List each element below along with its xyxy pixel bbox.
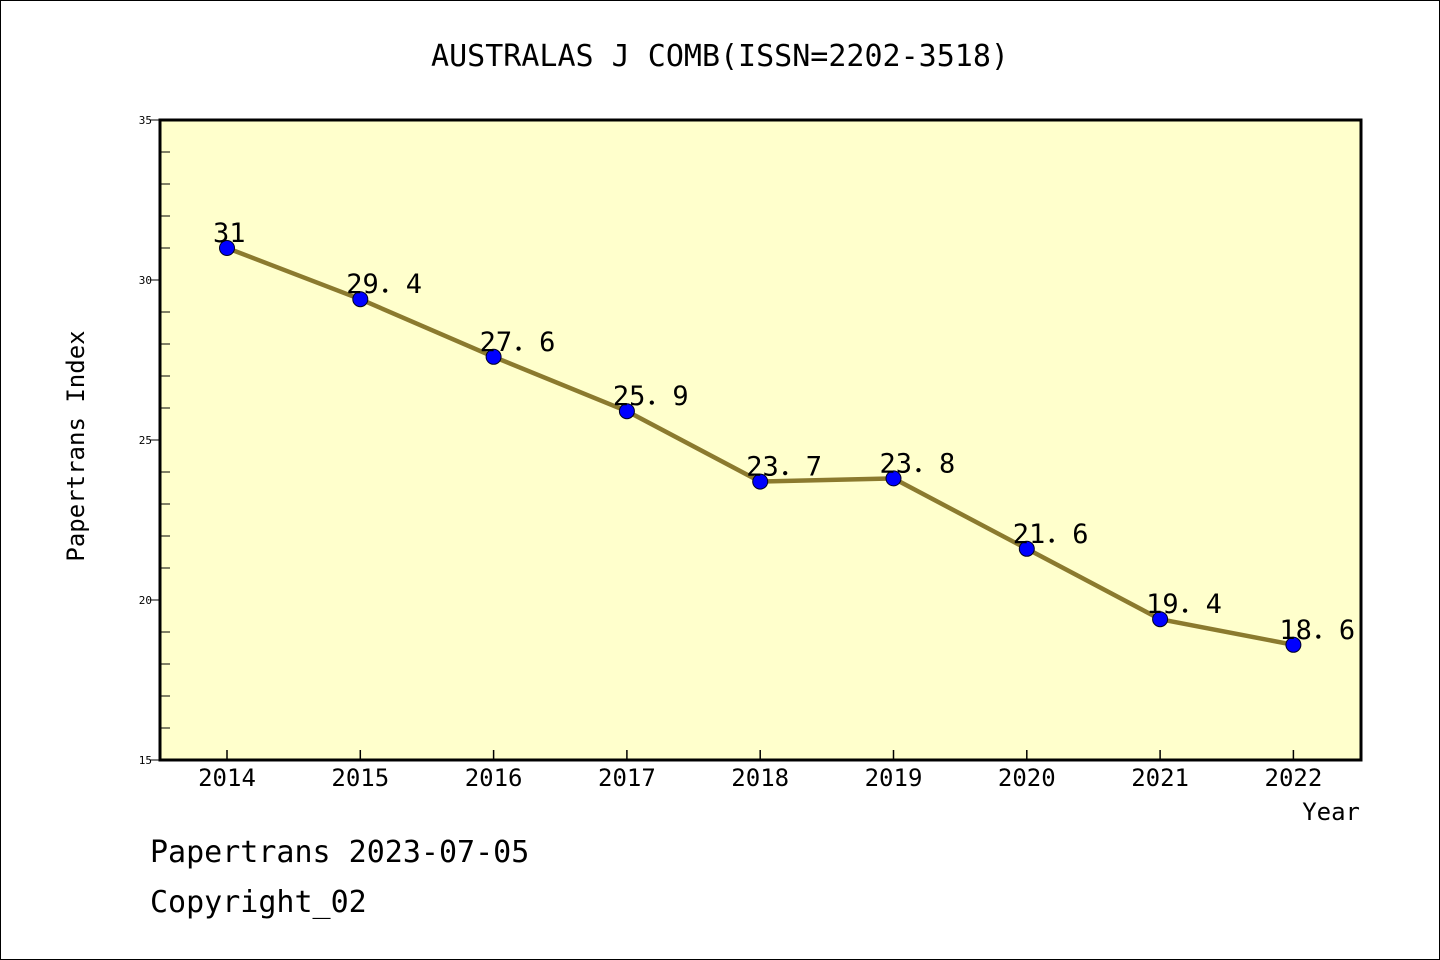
plot-area [158,118,1363,762]
data-label: 25．9 [613,381,689,412]
y-axis: 15 20 25 30 35 [139,114,170,767]
y-axis-label: Papertrans Index [62,330,90,561]
data-point [485,348,502,365]
x-tick-label: 2020 [998,764,1056,792]
x-tick-label: 2017 [598,764,656,792]
footer-source: Papertrans 2023-07-05 [150,835,530,870]
data-point [885,470,902,487]
data-point [1018,540,1035,557]
data-point [1285,636,1302,653]
x-tick-label: 2014 [198,764,256,792]
x-tick-label: 2019 [865,764,923,792]
data-label: 23．8 [880,448,956,479]
x-tick-label: 2015 [331,764,389,792]
data-label: 23．7 [746,452,822,483]
data-label: 18．6 [1279,615,1355,646]
x-axis-label: Year [1302,798,1360,826]
y-tick-label: 15 [139,754,152,767]
data-label: 31 [213,218,246,249]
x-tick-label: 2021 [1131,764,1189,792]
x-tick-label: 2018 [731,764,789,792]
y-tick-label: 25 [139,434,152,447]
x-axis: 2014 2015 2016 2017 2018 2019 2020 2021 2022 [198,750,1322,792]
series-papertrans-index: 31 29．4 27．6 25．9 23．7 23．8 21．6 19．4 18．6 [213,218,1355,653]
y-tick-label: 35 [139,114,152,127]
data-label: 21．6 [1013,519,1089,550]
data-point [618,403,635,420]
y-tick-label: 20 [139,594,152,607]
data-point [1152,611,1169,628]
data-point [752,473,769,490]
chart-title: AUSTRALAS J COMB(ISSN=2202-3518) [431,39,1009,74]
x-tick-label: 2022 [1265,764,1323,792]
y-tick-label: 30 [139,274,152,287]
data-label: 19．4 [1146,589,1222,620]
footer-copyright: Copyright_02 [150,885,367,920]
data-label: 27．6 [480,327,556,358]
x-tick-label: 2016 [465,764,523,792]
data-label: 29．4 [346,269,422,300]
data-point [352,291,369,308]
data-point [219,240,235,256]
